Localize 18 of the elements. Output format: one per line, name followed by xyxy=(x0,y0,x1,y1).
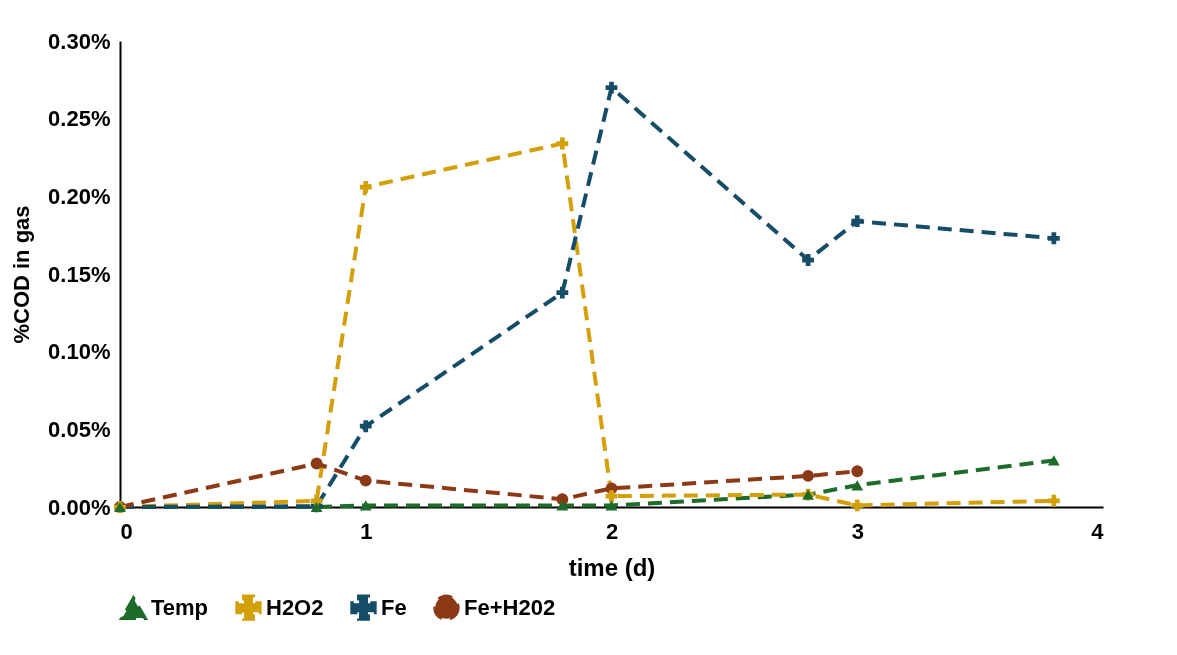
x-tick-label: 3 xyxy=(851,518,864,544)
y-tick-label: 0.25% xyxy=(48,106,111,132)
y-tick-label: 0.05% xyxy=(48,416,111,442)
y-tick-label: 0.20% xyxy=(48,183,111,209)
x-tick-label: 0 xyxy=(120,518,133,544)
y-tick-label: 0.15% xyxy=(48,261,111,287)
y-tick-label: 0.00% xyxy=(48,494,111,520)
x-axis-title: time (d) xyxy=(568,553,656,581)
x-tick-label: 4 xyxy=(1091,518,1105,544)
legend-label: Fe xyxy=(381,594,407,620)
y-tick-label: 0.10% xyxy=(48,339,111,365)
y-tick-label: 0.30% xyxy=(48,28,111,54)
x-tick-label: 2 xyxy=(605,518,619,544)
y-axis-title: %COD in gas xyxy=(9,205,35,344)
legend-label: Fe+H202 xyxy=(464,594,556,620)
x-tick-label: 1 xyxy=(360,518,373,544)
legend-label: Temp xyxy=(151,595,209,621)
legend-label: H2O2 xyxy=(266,594,324,620)
